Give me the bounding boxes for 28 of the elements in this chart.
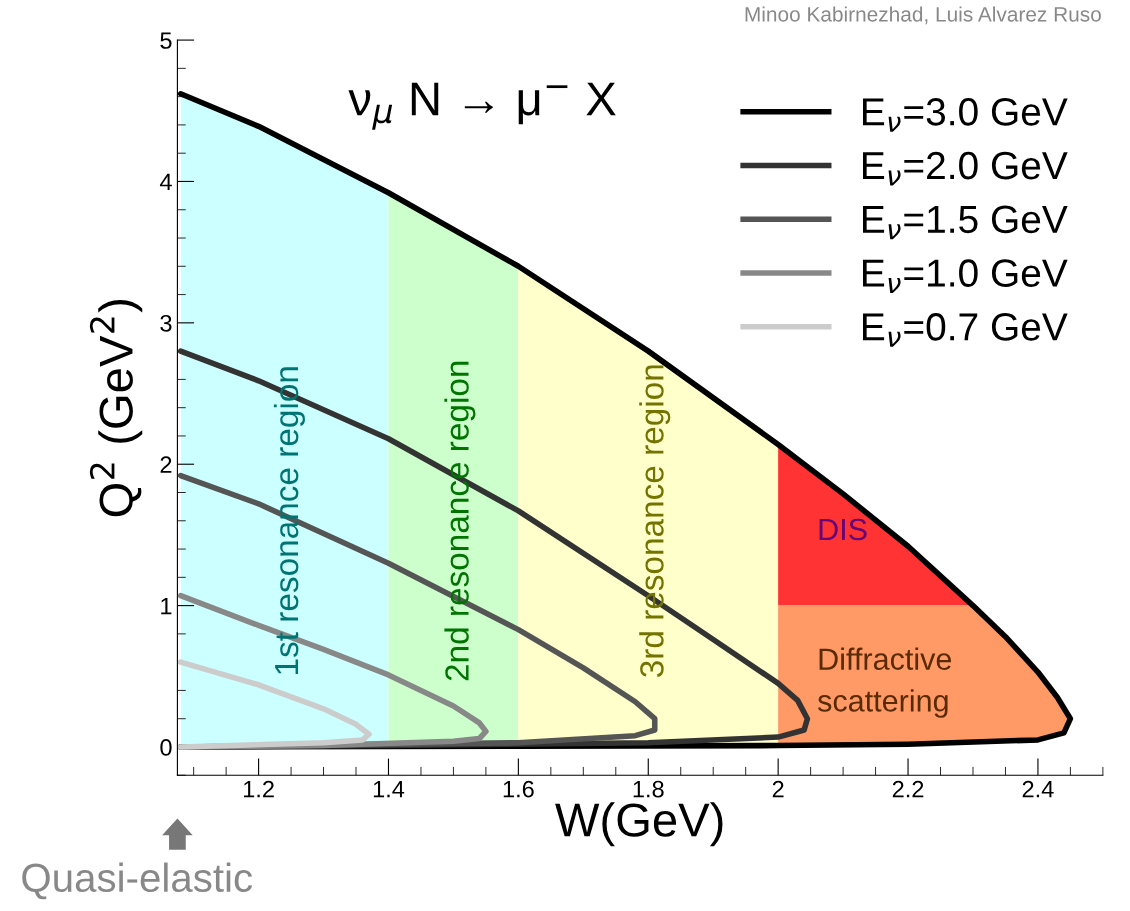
text: ν$_{μ}$ N → μ$^{−}$ X — [348, 82, 616, 130]
band-label: 2nd resonance region — [444, 361, 476, 681]
band-label: 3rd resonance region — [639, 365, 671, 677]
x-tick-label: 1.8 — [633, 780, 664, 798]
x-axis-title: W(GeV) — [555, 802, 723, 847]
x-tick-label: 2.4 — [1022, 780, 1054, 798]
legend-label: E$_{ν}$=1.5 GeV — [863, 205, 1068, 240]
legend-label: E$_{ν}$=0.7 GeV — [863, 313, 1068, 347]
x-tick-label: 2.2 — [892, 780, 924, 798]
series-label: Diffractive scattering — [817, 647, 952, 718]
y-tick-label: 1 — [161, 597, 172, 615]
legend-label: E$_{ν}$=1.0 GeV — [863, 259, 1068, 293]
legend-label: E$_{ν}$=2.0 GeV — [863, 151, 1068, 186]
text: Quasi-elastic — [22, 862, 253, 900]
text: Minoo Kabirnezhad, Luis Alvarez Ruso — [745, 6, 1101, 25]
x-tick-label: 1.4 — [373, 780, 405, 798]
y-axis-title: Q$^{2}$ (GeV$^{2}$) — [89, 300, 143, 517]
legend-label: E$_{ν}$=3.0 GeV — [863, 98, 1068, 132]
x-tick-label: 2 — [772, 780, 784, 798]
y-tick-label: 3 — [160, 314, 172, 332]
y-tick-label: 4 — [159, 173, 172, 191]
series-label: DIS — [819, 518, 867, 541]
y-tick-label: 0 — [160, 739, 172, 756]
x-tick-label: 1.2 — [243, 780, 274, 798]
x-tick-label: 1.6 — [503, 780, 534, 798]
band-label: 1st resonance region — [273, 367, 305, 674]
y-tick-label: 5 — [160, 32, 172, 49]
y-tick-label: 2 — [160, 456, 172, 473]
